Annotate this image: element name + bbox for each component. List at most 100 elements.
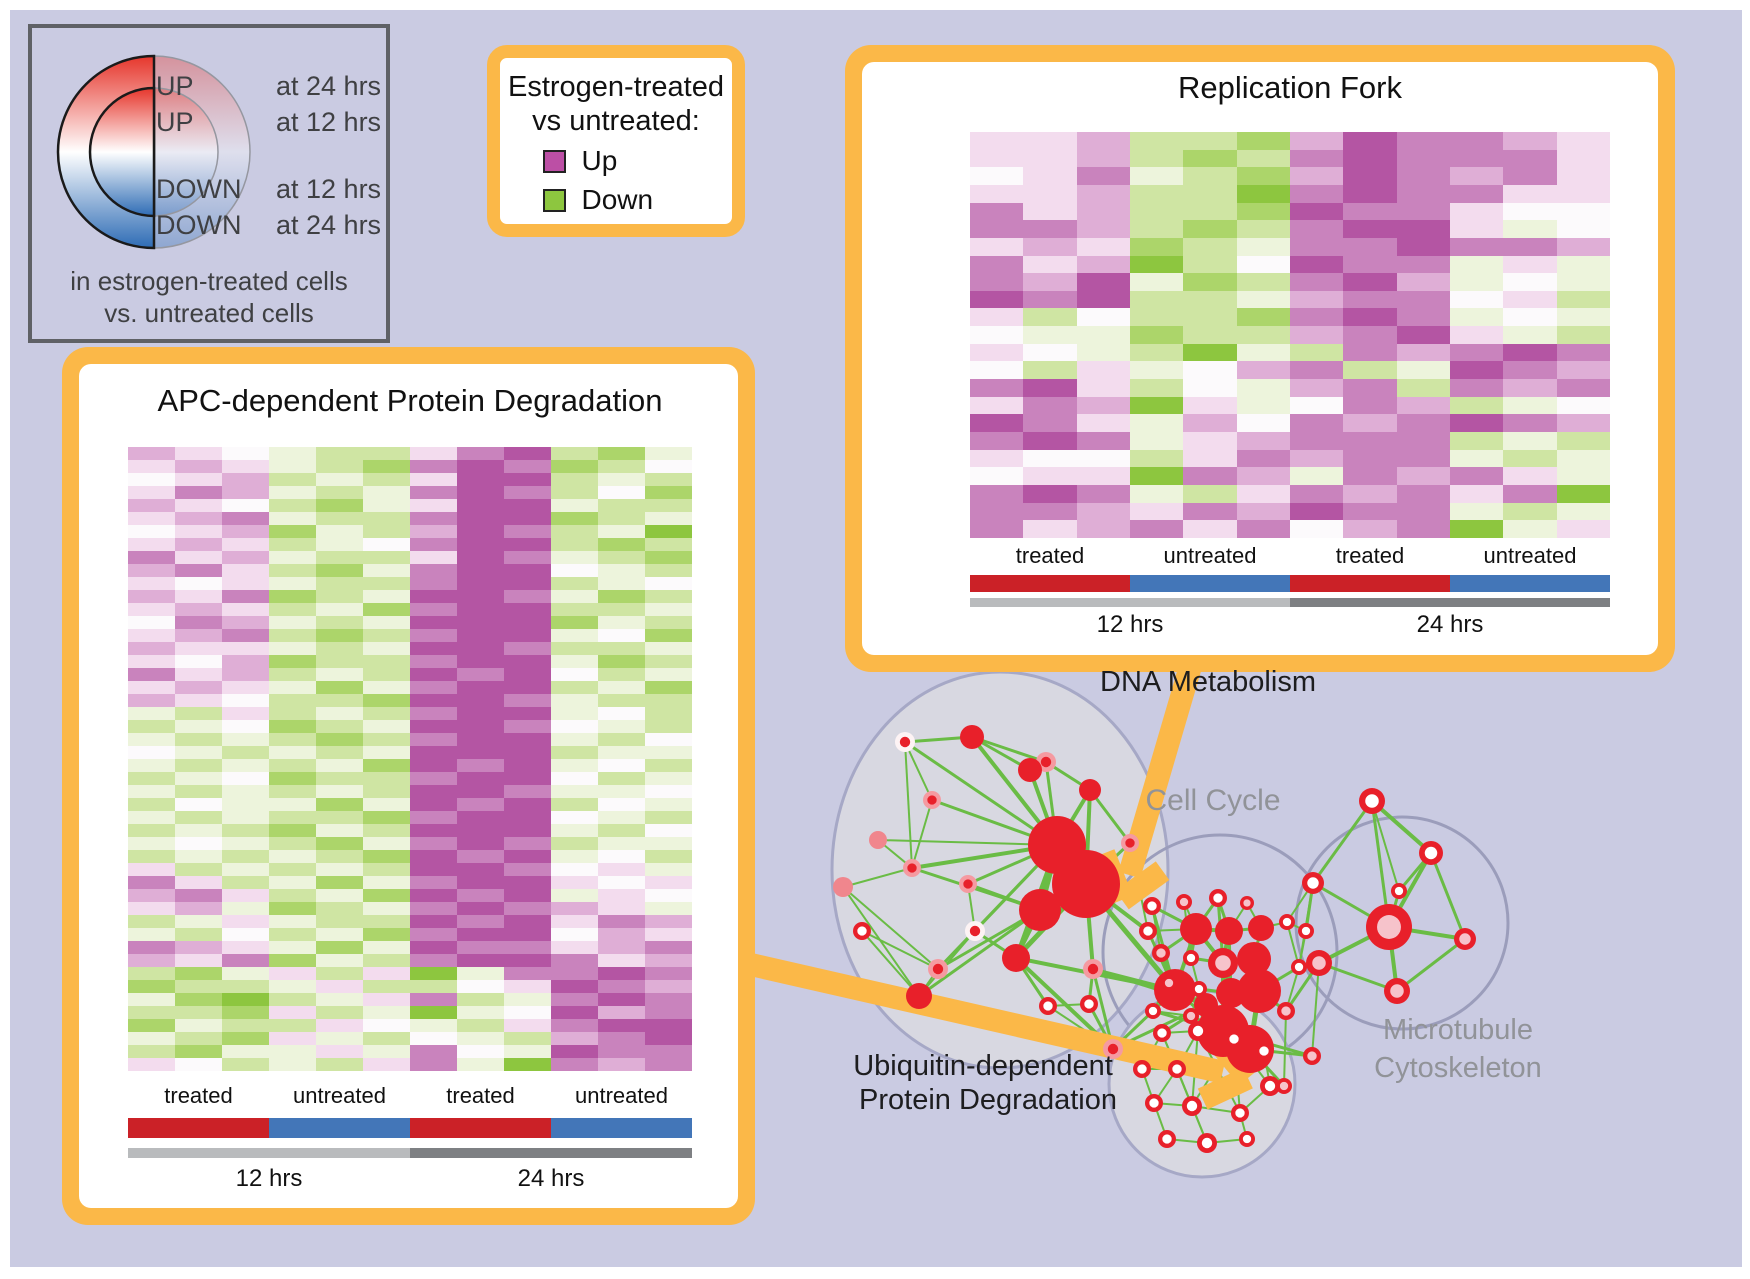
heatmap-cell [1076, 361, 1130, 380]
heatmap-cell [1183, 202, 1237, 221]
heatmap-cell [598, 811, 645, 824]
heatmap-cell [1343, 485, 1397, 503]
group-label-treated: treated [446, 1083, 515, 1108]
heatmap-cell [457, 798, 504, 811]
heatmap-cell [410, 837, 457, 850]
heatmap-cell [316, 681, 363, 694]
heatmap-cell [222, 837, 269, 850]
heatmap-cell [222, 785, 269, 798]
heatmap-cell [504, 655, 551, 668]
heatmap-cell [363, 655, 410, 668]
heatmap-cell [410, 694, 457, 707]
heatmap-cell [175, 980, 222, 993]
network-node-core [1312, 956, 1326, 970]
heatmap-cell [316, 941, 363, 954]
heatmap-cell [1343, 237, 1397, 256]
heatmap-cell [222, 668, 269, 681]
heatmap-cell [410, 1019, 457, 1032]
heatmap-cell [1503, 255, 1557, 274]
heatmap-cell [1076, 237, 1130, 256]
heatmap-cell [970, 273, 1024, 291]
heatmap-cell [551, 668, 598, 681]
group-bar-treated [128, 1118, 269, 1138]
heatmap-cell [1183, 326, 1237, 344]
heatmap-cell [1076, 485, 1130, 503]
cluster-circle-microtubule [1294, 815, 1510, 1031]
heatmap-cell [175, 525, 222, 538]
heatmap-cell [504, 1006, 551, 1019]
heatmap-cell [598, 928, 645, 941]
heatmap-cell [504, 850, 551, 863]
heatmap-cell [410, 603, 457, 616]
heatmap-cell [316, 720, 363, 733]
heatmap-cell [410, 993, 457, 1006]
color-swatch [542, 149, 566, 173]
heatmap-cell [1183, 485, 1237, 503]
heatmap-cell [363, 512, 410, 525]
heatmap-cell [363, 486, 410, 499]
heatmap-cell [457, 876, 504, 889]
network-node-core [1365, 794, 1379, 808]
legend-direction: UP [156, 107, 194, 137]
heatmap-cell [410, 460, 457, 473]
heatmap-cell [1236, 308, 1290, 327]
heatmap-cell [1236, 520, 1290, 538]
heatmap-cell [410, 746, 457, 759]
heatmap-cell [551, 564, 598, 577]
heatmap-cell [269, 967, 316, 980]
heatmap-cell [551, 863, 598, 876]
heatmap-cell [504, 876, 551, 889]
network-node-core [1264, 1080, 1276, 1092]
heatmap-cell [1396, 432, 1450, 450]
network-node-core [1179, 897, 1189, 907]
legend-footer-line1: in estrogen-treated cells [70, 266, 348, 296]
heatmap-cell [222, 1019, 269, 1032]
heatmap-cell [1129, 343, 1184, 362]
heatmap-cell [269, 668, 316, 681]
heatmap-cell [1449, 432, 1504, 450]
heatmap-cell [598, 447, 645, 460]
heatmap-cell [1503, 202, 1557, 221]
heatmap-cell [410, 1032, 457, 1045]
heatmap-cell [970, 502, 1024, 521]
heatmap-cell [269, 603, 316, 616]
heatmap-cell [410, 915, 457, 928]
heatmap-cell [504, 889, 551, 902]
heatmap-cell [1503, 308, 1557, 327]
heatmap-cell [175, 941, 222, 954]
heatmap-cell [598, 564, 645, 577]
heatmap-cell [1449, 396, 1504, 415]
color-swatch [542, 188, 566, 212]
heatmap-cell [222, 967, 269, 980]
heatmap-cell [1236, 379, 1290, 397]
heatmap-cell [1023, 290, 1077, 309]
heatmap-cell [1183, 149, 1237, 168]
heatmap-cell [504, 863, 551, 876]
heatmap-cell [504, 564, 551, 577]
heatmap-cell [1183, 467, 1237, 486]
heatmap-cell [504, 837, 551, 850]
heatmap-cell [504, 668, 551, 681]
heatmap-cell [269, 564, 316, 577]
heatmap-cell [504, 1019, 551, 1032]
heatmap-cell [269, 798, 316, 811]
heatmap-cell [598, 915, 645, 928]
heatmap-cell [316, 603, 363, 616]
network-node-core [1282, 917, 1292, 927]
heatmap-cell [269, 655, 316, 668]
heatmap-cell [1023, 414, 1077, 433]
heatmap-cell [970, 149, 1024, 168]
heatmap-cell [1556, 467, 1610, 486]
heatmap-cell [645, 785, 692, 798]
heatmap-cell [1556, 414, 1610, 433]
network-edge [1429, 852, 1467, 940]
network-edge [842, 886, 939, 970]
group-bar-untreated [1450, 575, 1610, 592]
heatmap-cell [269, 460, 316, 473]
heatmap-cell [175, 928, 222, 941]
heatmap-cell [1289, 379, 1344, 397]
heatmap-cell [598, 629, 645, 642]
heatmap-cell [1236, 414, 1290, 433]
heatmap-cell [1129, 149, 1184, 168]
heatmap-cell [175, 746, 222, 759]
